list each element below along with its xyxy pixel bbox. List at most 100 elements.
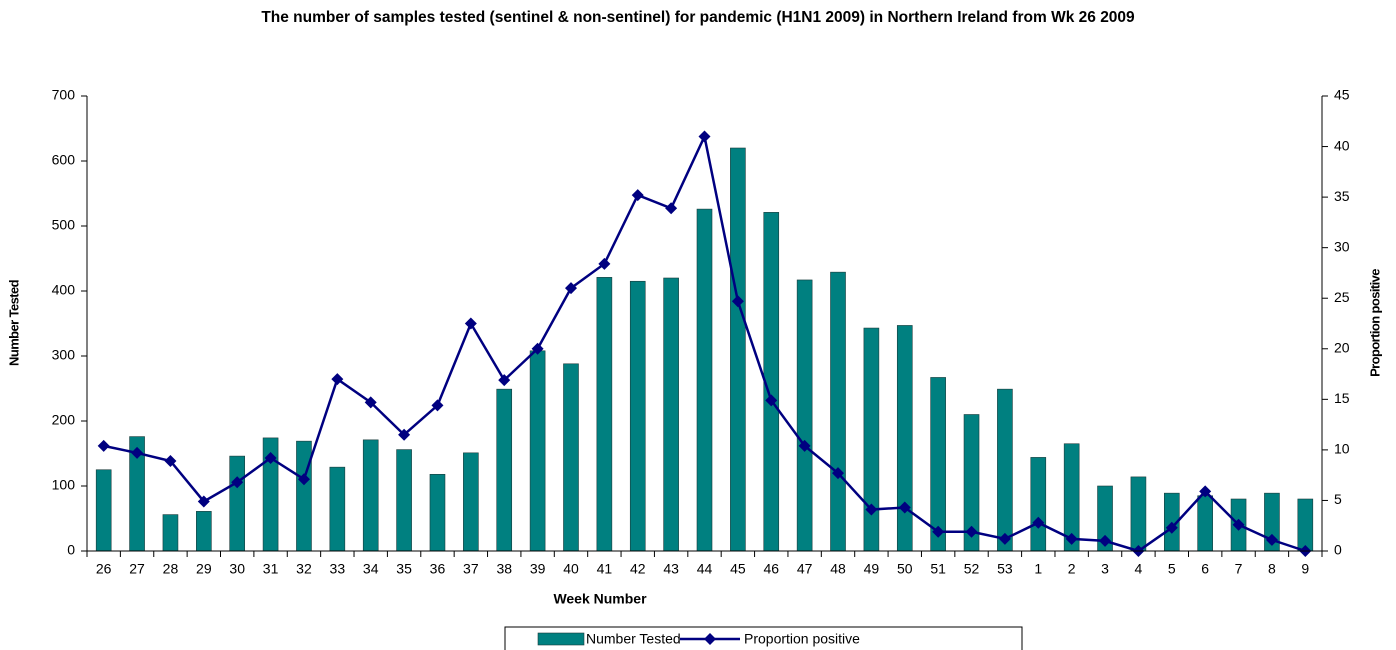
x-tick-label: 48 bbox=[830, 561, 846, 577]
marker bbox=[331, 373, 344, 386]
x-tick-label: 38 bbox=[496, 561, 512, 577]
marker bbox=[1232, 518, 1245, 531]
bar bbox=[563, 363, 579, 552]
bar bbox=[1030, 457, 1047, 552]
x-tick-label: 52 bbox=[964, 561, 980, 577]
legend-marker bbox=[704, 633, 716, 645]
marker bbox=[698, 130, 711, 143]
marker bbox=[665, 202, 678, 215]
marker bbox=[898, 501, 911, 514]
x-tick-label: 3 bbox=[1101, 561, 1109, 577]
x-tick-label: 30 bbox=[229, 561, 245, 577]
marker bbox=[364, 396, 377, 409]
x-tick-label: 49 bbox=[864, 561, 880, 577]
x-tick-label: 28 bbox=[163, 561, 179, 577]
marker bbox=[164, 455, 177, 468]
marker bbox=[832, 467, 845, 480]
y2-tick-label: 40 bbox=[1334, 137, 1350, 153]
marker bbox=[765, 394, 778, 407]
x-tick-label: 29 bbox=[196, 561, 212, 577]
y-tick-label: 500 bbox=[52, 217, 76, 233]
x-tick-label: 53 bbox=[997, 561, 1013, 577]
marker bbox=[965, 525, 978, 538]
x-tick-label: 1 bbox=[1034, 561, 1042, 577]
bar bbox=[1197, 495, 1213, 552]
bar bbox=[529, 350, 546, 552]
marker bbox=[231, 476, 244, 489]
bar bbox=[296, 440, 312, 552]
marker bbox=[131, 446, 144, 459]
marker bbox=[998, 532, 1011, 545]
y2-tick-label: 45 bbox=[1334, 87, 1350, 103]
marker bbox=[932, 525, 945, 538]
bar bbox=[396, 449, 412, 552]
bar bbox=[596, 277, 613, 552]
x-tick-label: 45 bbox=[730, 561, 746, 577]
marker bbox=[1199, 485, 1212, 498]
y-tick-label: 400 bbox=[52, 282, 76, 298]
bar bbox=[362, 439, 379, 552]
bar bbox=[496, 388, 513, 552]
y2-tick-label: 30 bbox=[1334, 238, 1350, 254]
title-box: The number of samples tested (sentinel &… bbox=[0, 8, 1396, 27]
marker bbox=[97, 439, 110, 452]
y-axis-label: Number Tested bbox=[6, 279, 21, 366]
bar bbox=[463, 452, 479, 552]
y2-tick-label: 35 bbox=[1334, 188, 1350, 204]
bar bbox=[429, 473, 446, 552]
y-tick-label: 300 bbox=[52, 347, 76, 363]
legend-swatch bbox=[537, 632, 585, 646]
bar bbox=[997, 388, 1013, 552]
x-tick-label: 27 bbox=[129, 561, 145, 577]
y2-axis-label: Proportion positive bbox=[1367, 269, 1382, 377]
y-tick-label: 0 bbox=[67, 542, 75, 558]
marker bbox=[297, 473, 310, 486]
bar bbox=[162, 514, 179, 552]
marker bbox=[464, 317, 477, 330]
bar bbox=[1130, 476, 1147, 552]
x-tick-label: 51 bbox=[930, 561, 946, 577]
x-tick-label: 46 bbox=[763, 561, 779, 577]
marker bbox=[564, 282, 577, 295]
x-tick-label: 35 bbox=[396, 561, 412, 577]
bar bbox=[329, 466, 346, 552]
bar bbox=[95, 469, 112, 552]
marker bbox=[431, 399, 444, 412]
legend-label: Number Tested bbox=[586, 631, 681, 647]
bar bbox=[796, 279, 813, 552]
x-tick-label: 39 bbox=[530, 561, 546, 577]
y2-tick-label: 15 bbox=[1334, 390, 1350, 406]
bar bbox=[1297, 498, 1314, 552]
marker bbox=[1065, 532, 1078, 545]
bar bbox=[863, 327, 880, 552]
x-tick-label: 6 bbox=[1201, 561, 1209, 577]
bar bbox=[696, 208, 713, 552]
x-tick-label: 47 bbox=[797, 561, 813, 577]
y-tick-label: 600 bbox=[52, 152, 76, 168]
marker bbox=[398, 428, 411, 441]
y2-tick-label: 0 bbox=[1334, 542, 1342, 558]
x-tick-label: 36 bbox=[430, 561, 446, 577]
x-tick-label: 32 bbox=[296, 561, 312, 577]
legend-box bbox=[504, 626, 1023, 650]
marker bbox=[197, 495, 210, 508]
marker bbox=[1165, 521, 1178, 534]
marker bbox=[1099, 534, 1112, 547]
bar bbox=[229, 455, 246, 552]
chart-title: The number of samples tested (sentinel &… bbox=[261, 9, 1135, 26]
marker bbox=[1265, 533, 1278, 546]
y2-tick-label: 25 bbox=[1334, 289, 1350, 305]
marker bbox=[731, 295, 744, 308]
x-tick-label: 31 bbox=[263, 561, 279, 577]
y2-tick-label: 10 bbox=[1334, 441, 1350, 457]
y-tick-label: 100 bbox=[52, 477, 76, 493]
marker bbox=[1032, 516, 1045, 529]
x-tick-label: 4 bbox=[1135, 561, 1143, 577]
bar bbox=[629, 280, 646, 552]
x-tick-label: 7 bbox=[1235, 561, 1243, 577]
x-tick-label: 42 bbox=[630, 561, 646, 577]
x-tick-label: 37 bbox=[463, 561, 479, 577]
y-tick-label: 200 bbox=[52, 412, 76, 428]
